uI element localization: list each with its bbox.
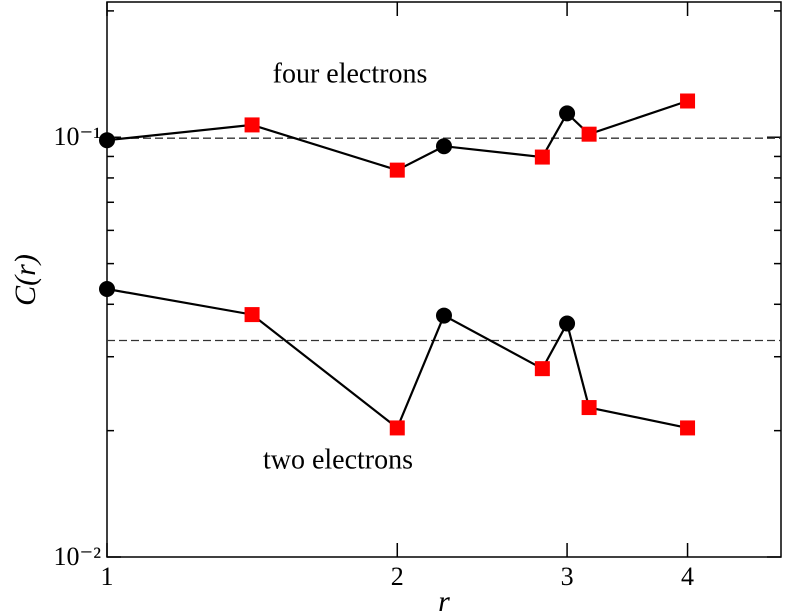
data-point — [581, 126, 597, 142]
data-point — [559, 315, 576, 332]
data-point — [559, 105, 576, 122]
data-point — [435, 307, 452, 324]
series-line — [106, 287, 688, 430]
data-point — [680, 420, 696, 436]
plot-frame — [106, 1, 782, 558]
x-tick-label: 2 — [391, 562, 404, 591]
series-annotation: four electrons — [273, 58, 428, 89]
series-annotation: two electrons — [263, 444, 413, 475]
x-axis-label: r — [438, 585, 450, 616]
data-point — [389, 420, 405, 436]
y-axis-label: C(r) — [9, 254, 42, 306]
data-point — [581, 400, 597, 416]
y-tick-label: 10⁻² — [53, 542, 101, 571]
data-point — [534, 361, 550, 377]
data-point — [389, 162, 405, 178]
x-tick-label: 3 — [561, 562, 574, 591]
data-point — [244, 117, 260, 133]
x-tick-label: 4 — [681, 562, 694, 591]
data-point — [244, 307, 260, 323]
data-point — [534, 149, 550, 165]
data-point — [99, 280, 115, 297]
y-tick-label: 10⁻¹ — [53, 122, 101, 151]
x-tick-label: 1 — [101, 562, 114, 591]
data-point — [680, 93, 696, 109]
data-point — [99, 132, 115, 149]
series-line — [106, 99, 688, 172]
data-point — [435, 138, 452, 155]
